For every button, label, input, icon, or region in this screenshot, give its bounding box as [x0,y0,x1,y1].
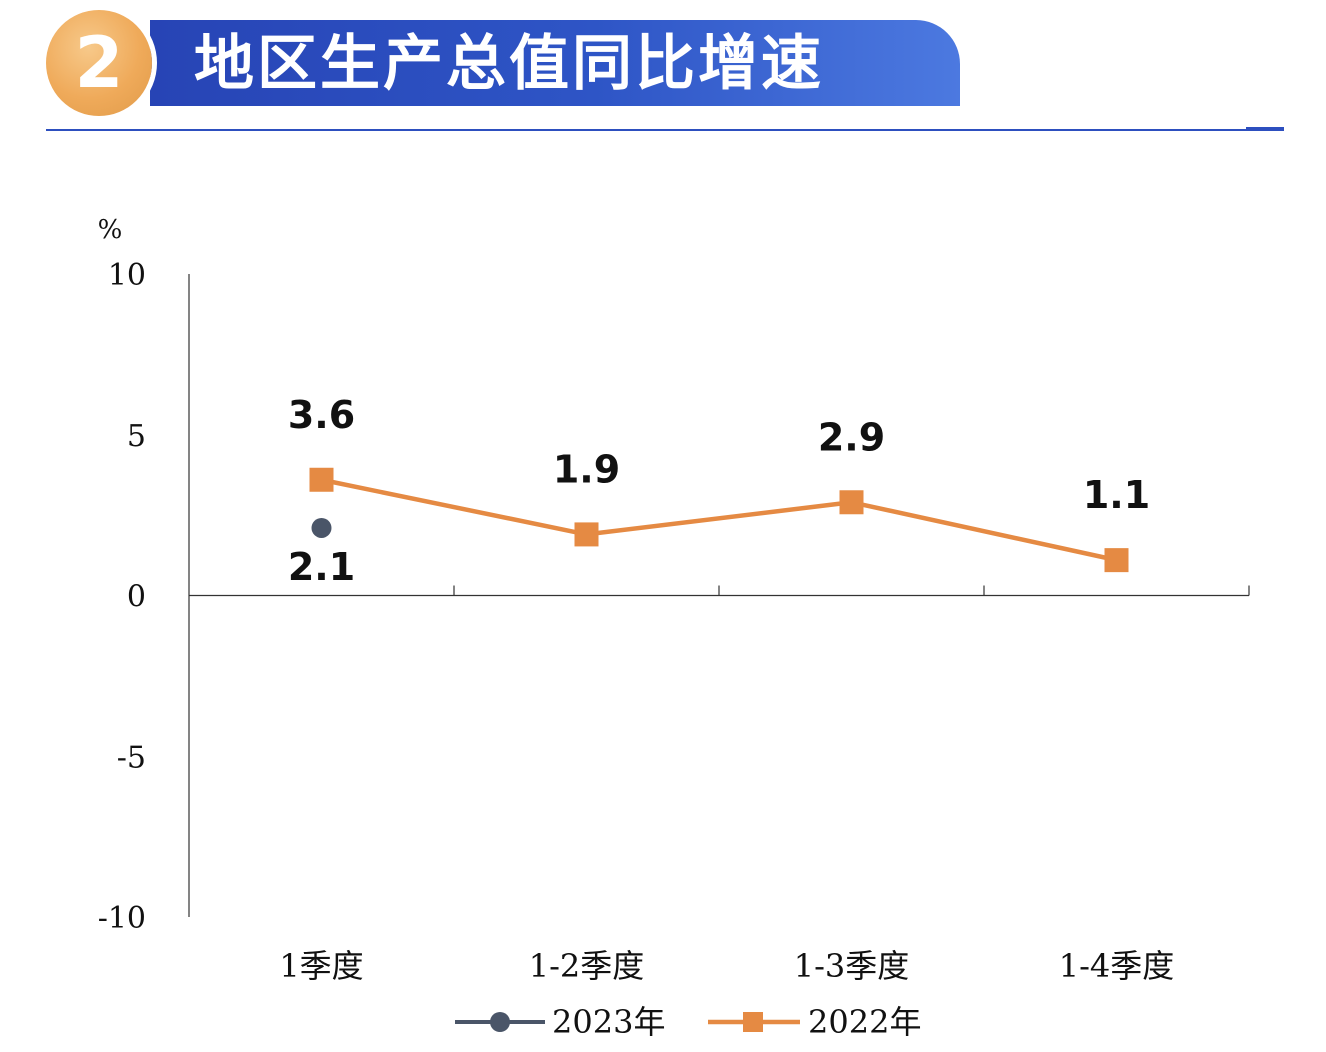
series-2022-point [839,490,864,515]
series-2022-point [574,522,599,547]
legend-2022-marker [743,1012,763,1032]
y-tick-label: 10 [108,258,146,293]
section-title: 地区生产总值同比增速 [194,29,824,99]
section-header: 2 地区生产总值同比增速 [0,0,1326,140]
legend-2022-label: 2022年 [808,1003,921,1041]
data-label-2023: 2.1 [288,545,355,589]
legend-2023-marker [490,1012,510,1032]
series-2022-line [321,477,1117,563]
header-divider [46,129,1284,131]
x-tick-label: 1-4季度 [1059,947,1175,985]
header-divider-accent [1246,127,1284,131]
x-tick-label: 1季度 [279,947,363,985]
data-label-2022: 2.9 [818,415,885,459]
y-tick-label: -5 [117,740,146,775]
series-2023-point [311,517,332,538]
data-label-2022: 1.9 [553,447,620,491]
section-number-badge: 2 [46,10,152,116]
legend-2023-label: 2023年 [552,1003,665,1041]
y-tick-label: -10 [98,901,146,936]
y-tick-label: 5 [127,419,146,454]
data-label-2022: 3.6 [288,393,355,437]
data-label-2022: 1.1 [1083,473,1150,517]
series-2022-point [1104,548,1129,573]
y-axis-unit-label: % [98,215,123,245]
y-tick-label: 0 [127,580,146,615]
x-tick-label: 1-2季度 [529,947,645,985]
title-banner [150,20,960,106]
series-2022-point [309,467,334,492]
x-tick-label: 1-3季度 [794,947,910,985]
